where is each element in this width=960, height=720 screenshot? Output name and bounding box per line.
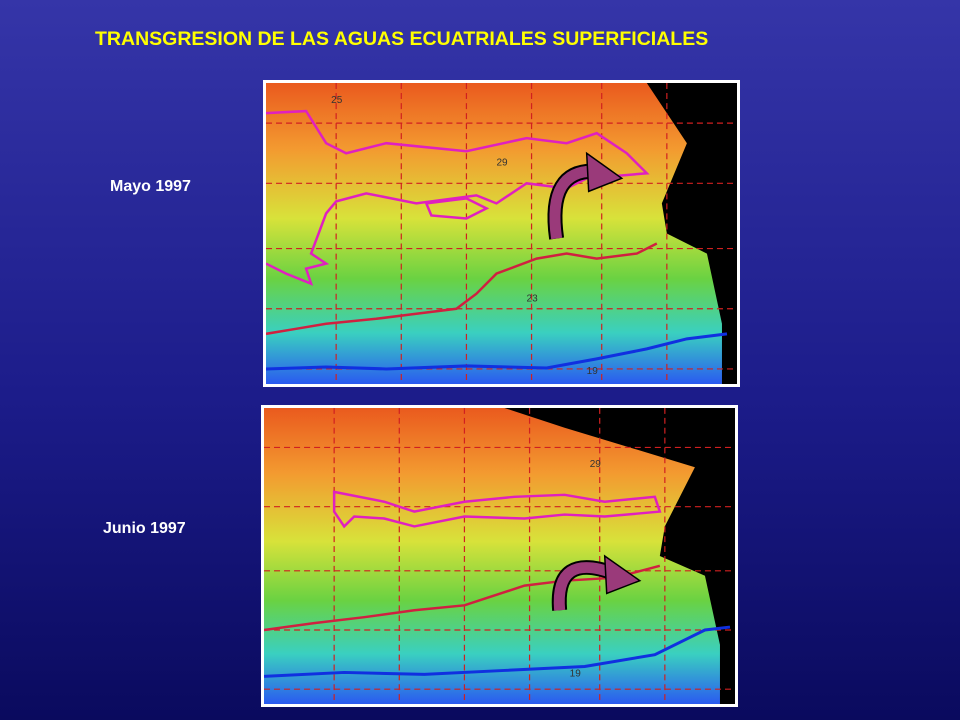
contour-label: 19 bbox=[587, 366, 599, 377]
map-label: Mayo 1997 bbox=[110, 178, 191, 195]
map-image: 25 29 23 19 bbox=[265, 83, 737, 384]
contour-label: 29 bbox=[590, 459, 602, 470]
sst-map: 25 29 23 19 bbox=[263, 80, 740, 387]
contour-label: 25 bbox=[331, 95, 343, 106]
map-label: Junio 1997 bbox=[103, 520, 186, 537]
contour-label: 29 bbox=[496, 157, 508, 168]
contour-label: 19 bbox=[570, 668, 582, 679]
contour-label: 23 bbox=[527, 294, 539, 305]
map-image: 29 19 bbox=[263, 408, 735, 704]
sst-map: 29 19 bbox=[261, 405, 738, 707]
slide-title: TRANSGRESION DE LAS AGUAS ECUATRIALES SU… bbox=[95, 28, 709, 50]
